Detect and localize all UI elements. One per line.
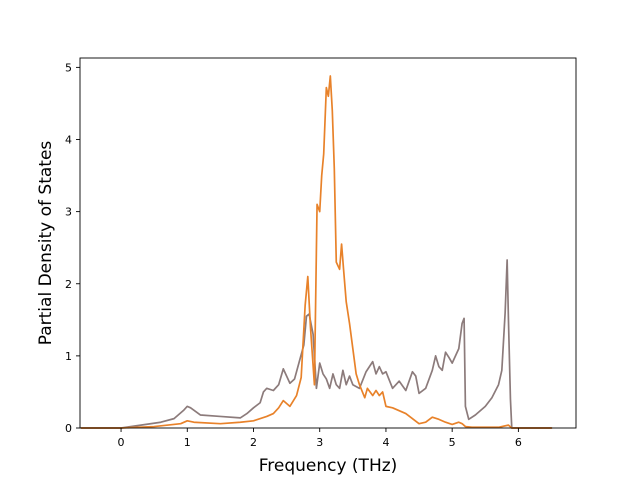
series-line-1 xyxy=(80,259,553,429)
x-tick-label: 2 xyxy=(250,436,257,449)
y-tick-label: 2 xyxy=(65,278,72,291)
x-tick-label: 4 xyxy=(382,436,389,449)
y-axis-label: Partial Density of States xyxy=(36,141,56,346)
x-tick-label: 1 xyxy=(184,436,191,449)
x-tick-label: 5 xyxy=(449,436,456,449)
x-tick-label: 6 xyxy=(515,436,522,449)
x-axis-label: Frequency (THz) xyxy=(259,456,398,476)
tick-layer: 0 1 2 3 4 5 6 0 1 2 3 4 5 xyxy=(65,61,522,449)
x-tick-label: 3 xyxy=(316,436,323,449)
plot-frame xyxy=(79,57,577,429)
y-tick-label: 5 xyxy=(65,61,72,74)
y-tick-label: 0 xyxy=(65,422,72,435)
series-line-2 xyxy=(80,75,553,429)
y-tick-label: 4 xyxy=(65,134,72,147)
series-layer xyxy=(80,75,553,429)
x-tick-label: 0 xyxy=(118,436,125,449)
y-tick-label: 3 xyxy=(65,206,72,219)
y-tick-label: 1 xyxy=(65,350,72,363)
